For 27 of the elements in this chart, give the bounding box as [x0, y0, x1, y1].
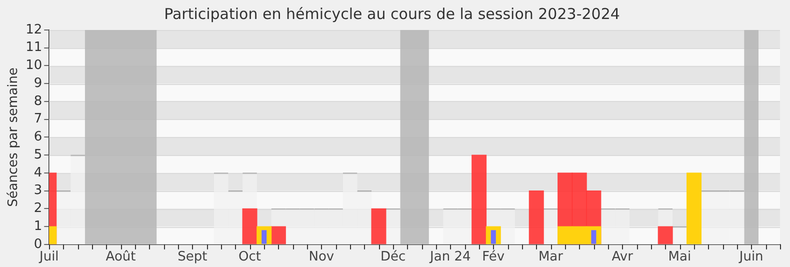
x-tick-label: Déc	[380, 250, 406, 265]
y-tick-label: 11	[26, 40, 42, 56]
y-tick-label: 1	[34, 218, 42, 234]
x-tick-label: Juil	[38, 250, 59, 265]
y-tick-label: 6	[34, 130, 42, 145]
y-tick-label: 0	[34, 236, 42, 252]
y-tick-label: 9	[34, 76, 42, 91]
y-tick-label: 5	[34, 147, 42, 162]
y-axis-title: Séances par semaine	[6, 67, 22, 207]
y-tick-label: 12	[26, 22, 42, 38]
y-tick-label: 7	[34, 112, 42, 127]
y-tick-label: 2	[34, 201, 42, 216]
x-tick-label: Nov	[308, 250, 334, 265]
x-tick-label: Oct	[238, 250, 262, 265]
x-tick-label: Avr	[612, 250, 634, 265]
chart-title: Participation en hémicycle au cours de la session 2023-2024	[164, 4, 620, 23]
x-tick-label: Jan 24	[429, 250, 471, 265]
x-tick-label: Août	[106, 250, 136, 265]
x-tick-label: Sept	[178, 250, 208, 265]
y-tick-label: 3	[34, 183, 42, 198]
x-tick-label: Fév	[482, 250, 505, 265]
y-tick-label: 8	[34, 94, 42, 109]
x-tick-label: Mai	[668, 250, 692, 265]
y-tick-label: 4	[34, 165, 42, 180]
y-tick-label: 10	[26, 58, 42, 74]
x-tick-label: Mar	[538, 250, 564, 265]
x-tick-label: Juin	[738, 250, 764, 265]
